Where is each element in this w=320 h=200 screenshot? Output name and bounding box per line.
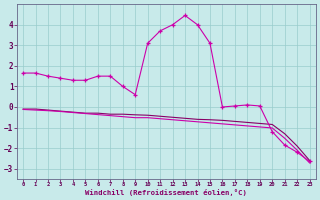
X-axis label: Windchill (Refroidissement éolien,°C): Windchill (Refroidissement éolien,°C) bbox=[85, 189, 247, 196]
